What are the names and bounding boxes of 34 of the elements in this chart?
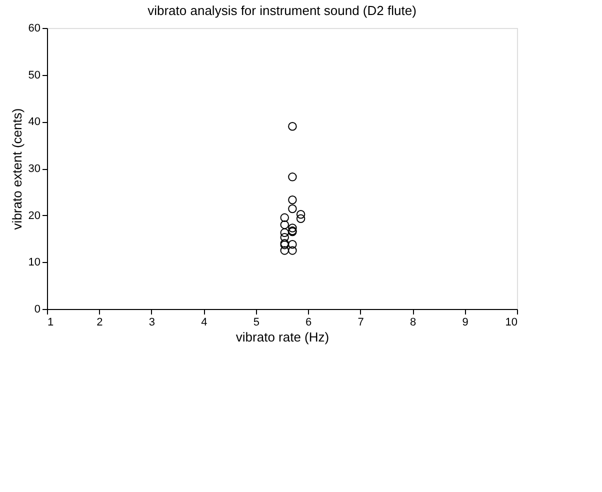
point <box>288 172 297 182</box>
point <box>288 240 297 249</box>
x-tick-label: 9 <box>462 316 468 328</box>
point <box>280 228 289 238</box>
x-tick-label: 4 <box>201 316 208 328</box>
x-tick-label: 6 <box>306 316 312 328</box>
point <box>280 246 289 255</box>
point <box>288 196 297 204</box>
y-tick-label: 60 <box>28 22 40 34</box>
y-axis-title: vibrato extent (cents) <box>9 108 24 230</box>
point <box>288 204 297 214</box>
point <box>296 210 306 219</box>
point <box>288 246 297 255</box>
y-tick-label: 30 <box>28 163 40 175</box>
y-tick-label: 50 <box>28 69 40 82</box>
y-tick-label: 20 <box>28 210 40 222</box>
point <box>280 232 289 242</box>
x-tick-label: 3 <box>148 316 156 328</box>
x-tick-label: 8 <box>410 316 416 328</box>
x-tick-label: 7 <box>358 316 364 328</box>
y-tick-label: 40 <box>28 116 40 128</box>
point <box>296 214 306 223</box>
y-tick-label: 0 <box>34 304 40 316</box>
x-tick-label: 5 <box>253 316 260 328</box>
x-tick-label: 10 <box>505 316 518 328</box>
point <box>288 224 297 232</box>
point <box>280 213 289 222</box>
y-tick-label: 10 <box>28 256 40 269</box>
x-tick-label: 1 <box>48 316 54 328</box>
point <box>288 122 297 131</box>
x-tick-label: 2 <box>96 316 103 328</box>
point <box>280 220 289 230</box>
chart-title: vibrato analysis for instrument sound (D2 flute) <box>148 3 416 18</box>
x-axis-title: vibrato rate (Hz) <box>236 330 330 344</box>
